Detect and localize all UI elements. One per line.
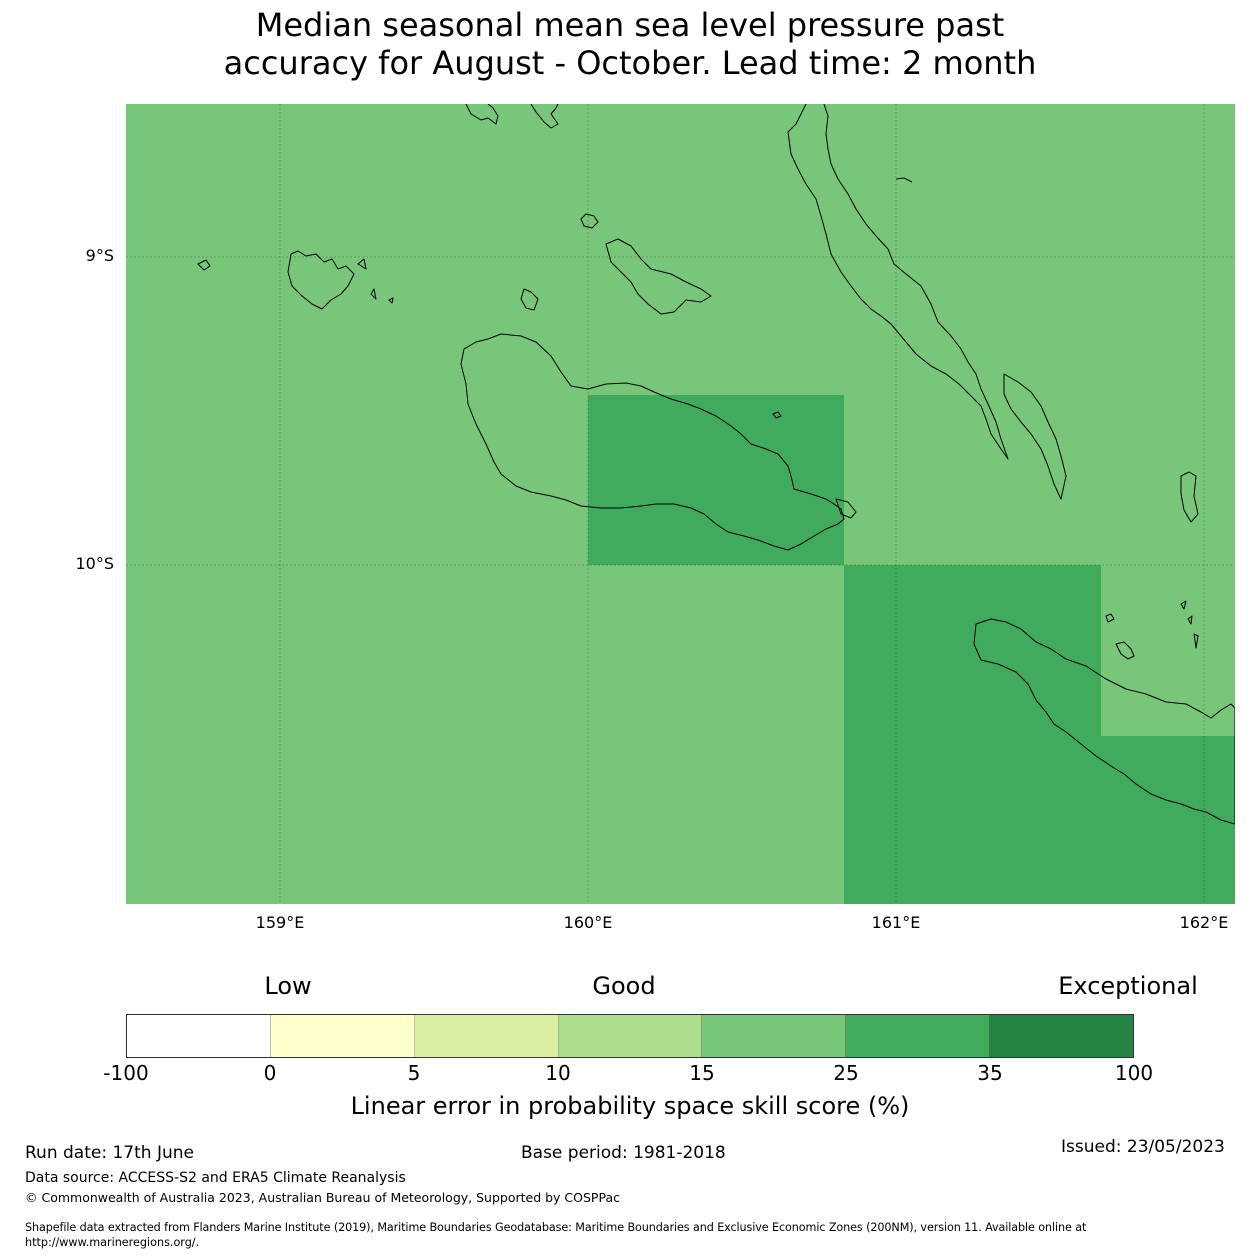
colorbar-segment: [702, 1015, 847, 1057]
colorbar-segment: [414, 1015, 559, 1057]
colorbar-segment: [270, 1015, 415, 1057]
skill-cell-25-35: [844, 565, 1101, 904]
lon-label-159e: 159°E: [255, 913, 305, 932]
issued-date: Issued: 23/05/2023: [1061, 1137, 1225, 1157]
colorbar-segment: [127, 1015, 271, 1057]
colorbar-segment: [846, 1015, 991, 1057]
skill-cell-25-35: [588, 395, 844, 565]
colorbar-tick: 35: [977, 1061, 1003, 1085]
title-line-2: accuracy for August - October. Lead time…: [223, 44, 1037, 82]
colorbar-tick: 25: [833, 1061, 859, 1085]
skill-cell-25-35: [1101, 736, 1235, 904]
colorbar-tick: 0: [263, 1061, 277, 1085]
colorbar-tick: 5: [407, 1061, 421, 1085]
legend-category-exceptional: Exceptional: [1058, 972, 1198, 1000]
shapefile-url: http://www.marineregions.org/.: [25, 1236, 200, 1249]
lon-label-162e: 162°E: [1179, 913, 1229, 932]
graticule: [126, 104, 1235, 904]
copyright-notice: © Commonwealth of Australia 2023, Austra…: [25, 1190, 620, 1205]
colorbar-tick: 100: [1114, 1061, 1154, 1085]
colorbar: [126, 1014, 1134, 1058]
chart-title: Median seasonal mean sea level pressure …: [0, 6, 1260, 82]
colorbar-tick: -100: [103, 1061, 149, 1085]
legend-category-low: Low: [264, 972, 312, 1000]
colorbar-tick: 15: [689, 1061, 715, 1085]
map-panel: [126, 104, 1235, 904]
lon-label-160e: 160°E: [563, 913, 613, 932]
base-period: Base period: 1981-2018: [521, 1143, 726, 1163]
data-source: Data source: ACCESS-S2 and ERA5 Climate …: [25, 1170, 406, 1186]
legend-category-good: Good: [592, 972, 656, 1000]
map-svg: [126, 104, 1235, 904]
coastlines: [197, 104, 1235, 825]
lat-label-9s: 9°S: [85, 246, 114, 265]
colorbar-segment: [990, 1015, 1134, 1057]
lat-label-10s: 10°S: [75, 554, 114, 573]
lon-label-161e: 161°E: [871, 913, 921, 932]
colorbar-label: Linear error in probability space skill …: [350, 1092, 910, 1120]
colorbar-segment: [558, 1015, 703, 1057]
run-date: Run date: 17th June: [25, 1143, 194, 1163]
shapefile-credit: Shapefile data extracted from Flanders M…: [25, 1221, 1087, 1234]
title-line-1: Median seasonal mean sea level pressure …: [255, 6, 1005, 44]
colorbar-tick: 10: [545, 1061, 571, 1085]
